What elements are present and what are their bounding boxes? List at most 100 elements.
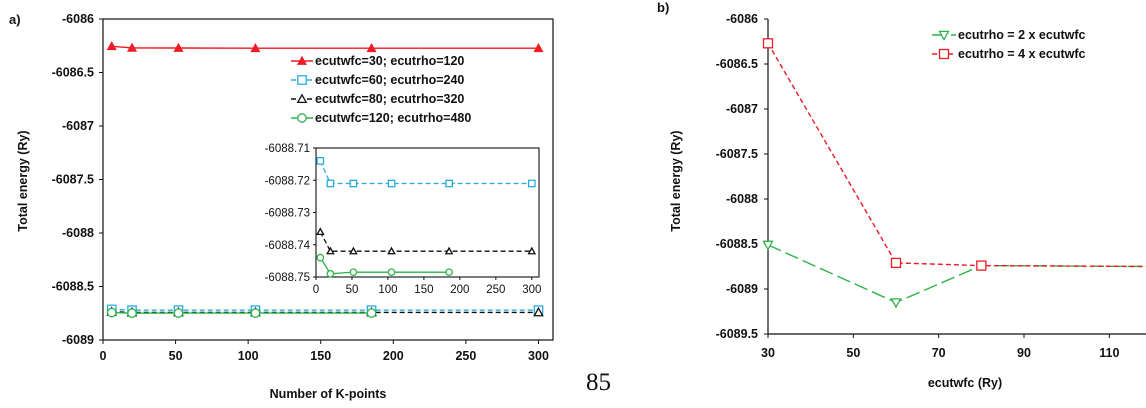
chart-a-series-marker [250,308,261,318]
chart-a-series-marker [250,42,261,53]
inset-series-marker [326,179,335,188]
chart-b-ytick-label: -6089.5 [716,327,758,341]
chart-a-series-marker [106,41,117,51]
inset-ytick-label: -6088.75 [265,272,310,284]
chart-a: -6086 -6086.5 -6087 -6087.5 -6088 -6088.5 -608… [9,12,554,401]
chart-b-ytick-label: -6089 [726,282,758,296]
inset-series-marker [527,179,536,188]
chart-b-ytick-label: -6087 [726,102,758,116]
chart-a-series-3 [106,307,377,318]
chart-a-inset: -6088.71 -6088.72 -6088.73 -6088.74 -6088.75… [265,143,542,296]
inset-series-marker [349,246,358,255]
chart-a-legend-marker [297,75,307,85]
chart-a-series-0 [106,41,544,53]
chart-a-legend-label: ecutwfc=120; ecutrho=480 [315,111,471,125]
chart-b-series-0 [762,240,1146,309]
page-number: 85 [586,369,611,396]
chart-a-xtick-label: 300 [528,349,549,363]
chart-a-series-marker [106,307,117,318]
chart-b-ytick-label: -6088.5 [716,237,758,251]
chart-b-xtick-label: 50 [846,346,860,360]
inset-series-marker [349,179,358,188]
chart-a-series-marker [173,42,184,52]
chart-a-legend-label: ecutwfc=80; ecutrho=320 [315,92,464,106]
chart-b-xtick-label: 90 [1017,346,1031,360]
inset-axes-frame [315,147,540,278]
chart-b-ylabel: Total energy (Ry) [669,130,683,231]
inset-ytick-label: -6088.72 [265,175,310,187]
inset-xtick-label: 250 [486,284,505,296]
chart-a-ytick-label: -6089 [62,333,94,347]
chart-a-series-marker [533,306,544,317]
chart-b-series-marker [976,260,987,271]
chart-a-ytick-label: -6087 [62,119,94,133]
inset-ytick-label: -6088.74 [265,240,311,252]
chart-a-series-line-3 [111,311,372,314]
inset-series-marker [316,227,325,236]
chart-b-series-marker [762,240,774,251]
chart-a-series-2 [106,306,544,317]
chart-a-xlabel: Number of K-points [270,387,387,401]
chart-a-ytick-label: -6088 [62,226,94,240]
chart-a-ylabel: Total energy (Ry) [16,130,30,231]
chart-a-legend-marker [296,93,308,104]
chart-b-series-line-1 [767,42,1146,268]
chart-b-panel-label: b) [657,0,669,15]
inset-series-marker [387,246,396,255]
chart-b-legend-marker [938,48,950,60]
chart-a-legend: ecutwfc=30; ecutrho=120 ecutwfc=60; ecutr… [291,54,471,125]
chart-a-ytick-label: -6088.5 [52,280,94,294]
chart-a-ytick-label: -6087.5 [52,173,94,187]
chart-a-ytick-label: -6086 [62,12,94,26]
inset-series-marker [444,246,454,255]
chart-a-series-marker [173,308,184,318]
inset-ytick-label: -6088.71 [265,143,310,155]
chart-b-series-1 [762,38,1146,271]
chart-b-ytick-label: -6087.5 [716,147,758,161]
inset-series-marker [527,246,537,255]
chart-a-series-marker [127,308,137,318]
inset-series-marker [316,253,325,262]
inset-series-3 [316,253,453,278]
chart-b-xtick-label: 30 [761,346,775,360]
chart-a-xtick-label: 200 [383,349,404,363]
inset-series-2 [316,227,537,255]
inset-series-marker [387,268,396,277]
inset-series-marker [316,157,325,165]
inset-xtick-label: 300 [522,284,541,296]
inset-series-marker [326,269,335,278]
inset-series-marker [445,268,453,277]
chart-a-xtick-label: 150 [310,349,331,363]
chart-a-ytick-label: -6086.5 [52,66,94,80]
chart-a-xtick-label: 50 [169,349,183,363]
chart-b-ytick-label: -6086 [726,12,758,26]
chart-a-series-marker [366,42,377,53]
chart-b: -6086 -6086.5 -6087 -6087.5 -6088 -6088.5 -608… [657,0,1146,390]
inset-series-line-2 [319,231,532,252]
chart-b-xtick-label: 70 [932,346,946,360]
inset-series-marker [326,246,335,255]
chart-b-ytick-label: -6088 [726,192,758,206]
inset-xtick-label: 100 [378,284,397,296]
inset-xtick-label: 150 [414,284,433,296]
chart-a-series-marker [366,308,377,318]
chart-a-series-marker [533,42,544,53]
chart-b-legend-marker [938,30,950,41]
chart-b-legend: ecutrho = 2 x ecutwfc ecutrho = 4 x ecutw… [932,28,1086,61]
inset-series-1 [316,157,536,188]
chart-a-legend-marker [296,55,308,65]
inset-xtick-label: 200 [450,284,469,296]
chart-a-legend-label: ecutwfc=60; ecutrho=240 [315,73,464,87]
inset-ytick-label: -6088.73 [265,208,310,220]
chart-a-xtick-label: 250 [455,349,476,363]
chart-b-series-marker [762,38,774,49]
chart-a-xtick-label: 0 [100,349,107,363]
chart-a-legend-marker [297,113,307,123]
chart-a-xtick-label: 100 [238,349,259,363]
chart-a-series-marker [126,42,138,52]
chart-b-xtick-label: 110 [1099,346,1119,360]
chart-b-xlabel: ecutwfc (Ry) [928,376,1002,390]
inset-xtick-label: 0 [313,284,319,296]
chart-b-legend-label: ecutrho = 4 x ecutwfc [958,47,1086,61]
